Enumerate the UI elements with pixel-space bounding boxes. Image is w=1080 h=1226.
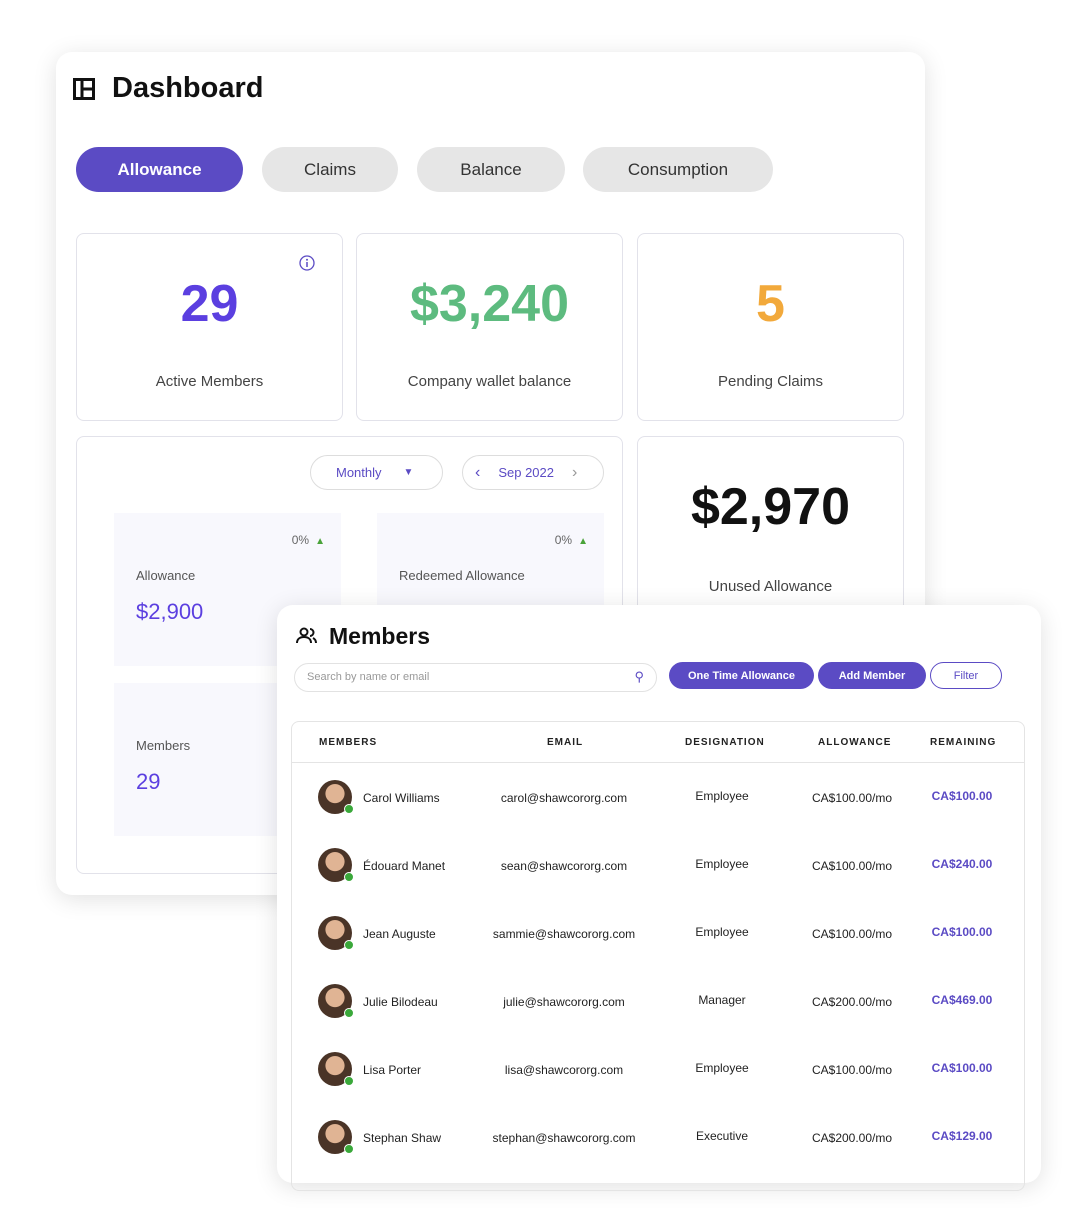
- online-status-icon: [344, 1008, 354, 1018]
- table-row[interactable]: Stephan Shaw stephan@shawcororg.com Exec…: [292, 1103, 1024, 1171]
- member-designation: Executive: [695, 1129, 749, 1143]
- redeemed-change: 0% ▲: [554, 533, 588, 547]
- table-row[interactable]: Édouard Manet sean@shawcororg.com Employ…: [292, 831, 1024, 899]
- member-email: sean@shawcororg.com: [500, 859, 628, 873]
- members-icon: [296, 627, 317, 644]
- member-remaining: CA$100.00: [931, 925, 993, 939]
- member-allowance: CA$200.00/mo: [811, 995, 893, 1009]
- table-row[interactable]: Julie Bilodeau julie@shawcororg.com Mana…: [292, 967, 1024, 1035]
- table-header: MEMBERS EMAIL DESIGNATION ALLOWANCE REMA…: [292, 722, 1024, 763]
- members-table: MEMBERS EMAIL DESIGNATION ALLOWANCE REMA…: [291, 721, 1025, 1191]
- tab-allowance[interactable]: Allowance: [76, 147, 243, 192]
- pending-claims-value: 5: [756, 275, 785, 333]
- caret-down-icon: ▼: [403, 467, 414, 478]
- member-remaining: CA$129.00: [931, 1129, 993, 1143]
- pending-claims-label: Pending Claims: [717, 373, 824, 390]
- info-icon[interactable]: [299, 255, 315, 271]
- online-status-icon: [344, 804, 354, 814]
- member-name[interactable]: Stephan Shaw: [363, 1131, 442, 1145]
- tab-claims[interactable]: Claims: [262, 147, 398, 192]
- chevron-right-icon[interactable]: ›: [572, 463, 578, 481]
- arrow-up-icon: ▲: [578, 536, 588, 547]
- unused-allowance-value: $2,970: [690, 478, 851, 536]
- member-allowance: CA$100.00/mo: [811, 859, 893, 873]
- allowance-tile-label: Allowance: [136, 568, 196, 583]
- month-selector: ‹ Sep 2022 ›: [462, 455, 604, 490]
- member-email: stephan@shawcororg.com: [492, 1131, 636, 1145]
- avatar: [318, 984, 354, 1018]
- search-input[interactable]: Search by name or email ⚲: [294, 663, 657, 692]
- avatar: [318, 1120, 354, 1154]
- table-row[interactable]: Lisa Porter lisa@shawcororg.com Employee…: [292, 1035, 1024, 1103]
- online-status-icon: [344, 940, 354, 950]
- member-designation: Employee: [695, 857, 749, 871]
- active-members-value: 29: [180, 275, 239, 333]
- member-email: julie@shawcororg.com: [503, 995, 625, 1009]
- unused-allowance-label: Unused Allowance: [708, 578, 833, 595]
- search-placeholder: Search by name or email: [307, 671, 430, 683]
- member-allowance: CA$100.00/mo: [811, 791, 893, 805]
- member-allowance: CA$200.00/mo: [811, 1131, 893, 1145]
- add-member-button[interactable]: Add Member: [818, 662, 926, 689]
- member-designation: Employee: [695, 925, 749, 939]
- member-name[interactable]: Jean Auguste: [363, 927, 436, 941]
- arrow-up-icon: ▲: [315, 536, 325, 547]
- page-title: Dashboard: [112, 72, 264, 104]
- member-name[interactable]: Julie Bilodeau: [363, 995, 438, 1009]
- member-designation: Manager: [698, 993, 746, 1007]
- month-value: Sep 2022: [498, 465, 554, 480]
- wallet-balance-card: $3,240 Company wallet balance: [356, 233, 623, 421]
- pending-claims-card: 5 Pending Claims: [637, 233, 904, 421]
- member-name[interactable]: Édouard Manet: [363, 859, 446, 873]
- col-remaining[interactable]: REMAINING: [930, 737, 997, 748]
- members-title: Members: [329, 623, 430, 649]
- col-email[interactable]: EMAIL: [547, 737, 584, 748]
- member-remaining: CA$469.00: [931, 993, 993, 1007]
- member-allowance: CA$100.00/mo: [811, 927, 893, 941]
- col-designation[interactable]: DESIGNATION: [685, 737, 765, 748]
- members-tile-label: Members: [136, 738, 191, 753]
- member-email: carol@shawcororg.com: [500, 791, 628, 805]
- active-members-label: Active Members: [155, 373, 264, 390]
- online-status-icon: [344, 1144, 354, 1154]
- allowance-change: 0% ▲: [291, 533, 325, 547]
- filter-button[interactable]: Filter: [930, 662, 1002, 689]
- member-remaining: CA$240.00: [931, 857, 993, 871]
- tab-consumption[interactable]: Consumption: [583, 147, 773, 192]
- member-remaining: CA$100.00: [931, 1061, 993, 1075]
- wallet-balance-label: Company wallet balance: [407, 373, 572, 390]
- dashboard-icon: [73, 78, 95, 100]
- member-email: lisa@shawcororg.com: [504, 1063, 624, 1077]
- member-name[interactable]: Carol Williams: [363, 791, 440, 805]
- member-email: sammie@shawcororg.com: [492, 927, 636, 941]
- avatar: [318, 916, 354, 950]
- members-tile-value: 29: [136, 769, 161, 794]
- allowance-tile-value: $2,900: [136, 599, 204, 624]
- table-row[interactable]: Jean Auguste sammie@shawcororg.com Emplo…: [292, 899, 1024, 967]
- wallet-balance-value: $3,240: [409, 275, 570, 333]
- active-members-card: 29 Active Members: [76, 233, 343, 421]
- member-allowance: CA$100.00/mo: [811, 1063, 893, 1077]
- member-name[interactable]: Lisa Porter: [363, 1063, 422, 1077]
- search-icon[interactable]: ⚲: [634, 669, 644, 684]
- tab-balance[interactable]: Balance: [417, 147, 565, 192]
- member-designation: Employee: [695, 1061, 749, 1075]
- table-row[interactable]: Carol Williams carol@shawcororg.com Empl…: [292, 763, 1024, 831]
- one-time-allowance-button[interactable]: One Time Allowance: [669, 662, 814, 689]
- member-remaining: CA$100.00: [931, 789, 993, 803]
- period-value: Monthly: [336, 465, 382, 480]
- period-dropdown[interactable]: Monthly ▼: [310, 455, 443, 490]
- members-card: Members Search by name or email ⚲ One Ti…: [277, 605, 1041, 1191]
- col-allowance[interactable]: ALLOWANCE: [818, 737, 892, 748]
- redeemed-tile-label: Redeemed Allowance: [399, 568, 525, 583]
- online-status-icon: [344, 872, 354, 882]
- chevron-left-icon[interactable]: ‹: [475, 463, 481, 481]
- col-members[interactable]: MEMBERS: [319, 737, 378, 748]
- avatar: [318, 848, 354, 882]
- online-status-icon: [344, 1076, 354, 1086]
- avatar: [318, 1052, 354, 1086]
- member-designation: Employee: [695, 789, 749, 803]
- avatar: [318, 780, 354, 814]
